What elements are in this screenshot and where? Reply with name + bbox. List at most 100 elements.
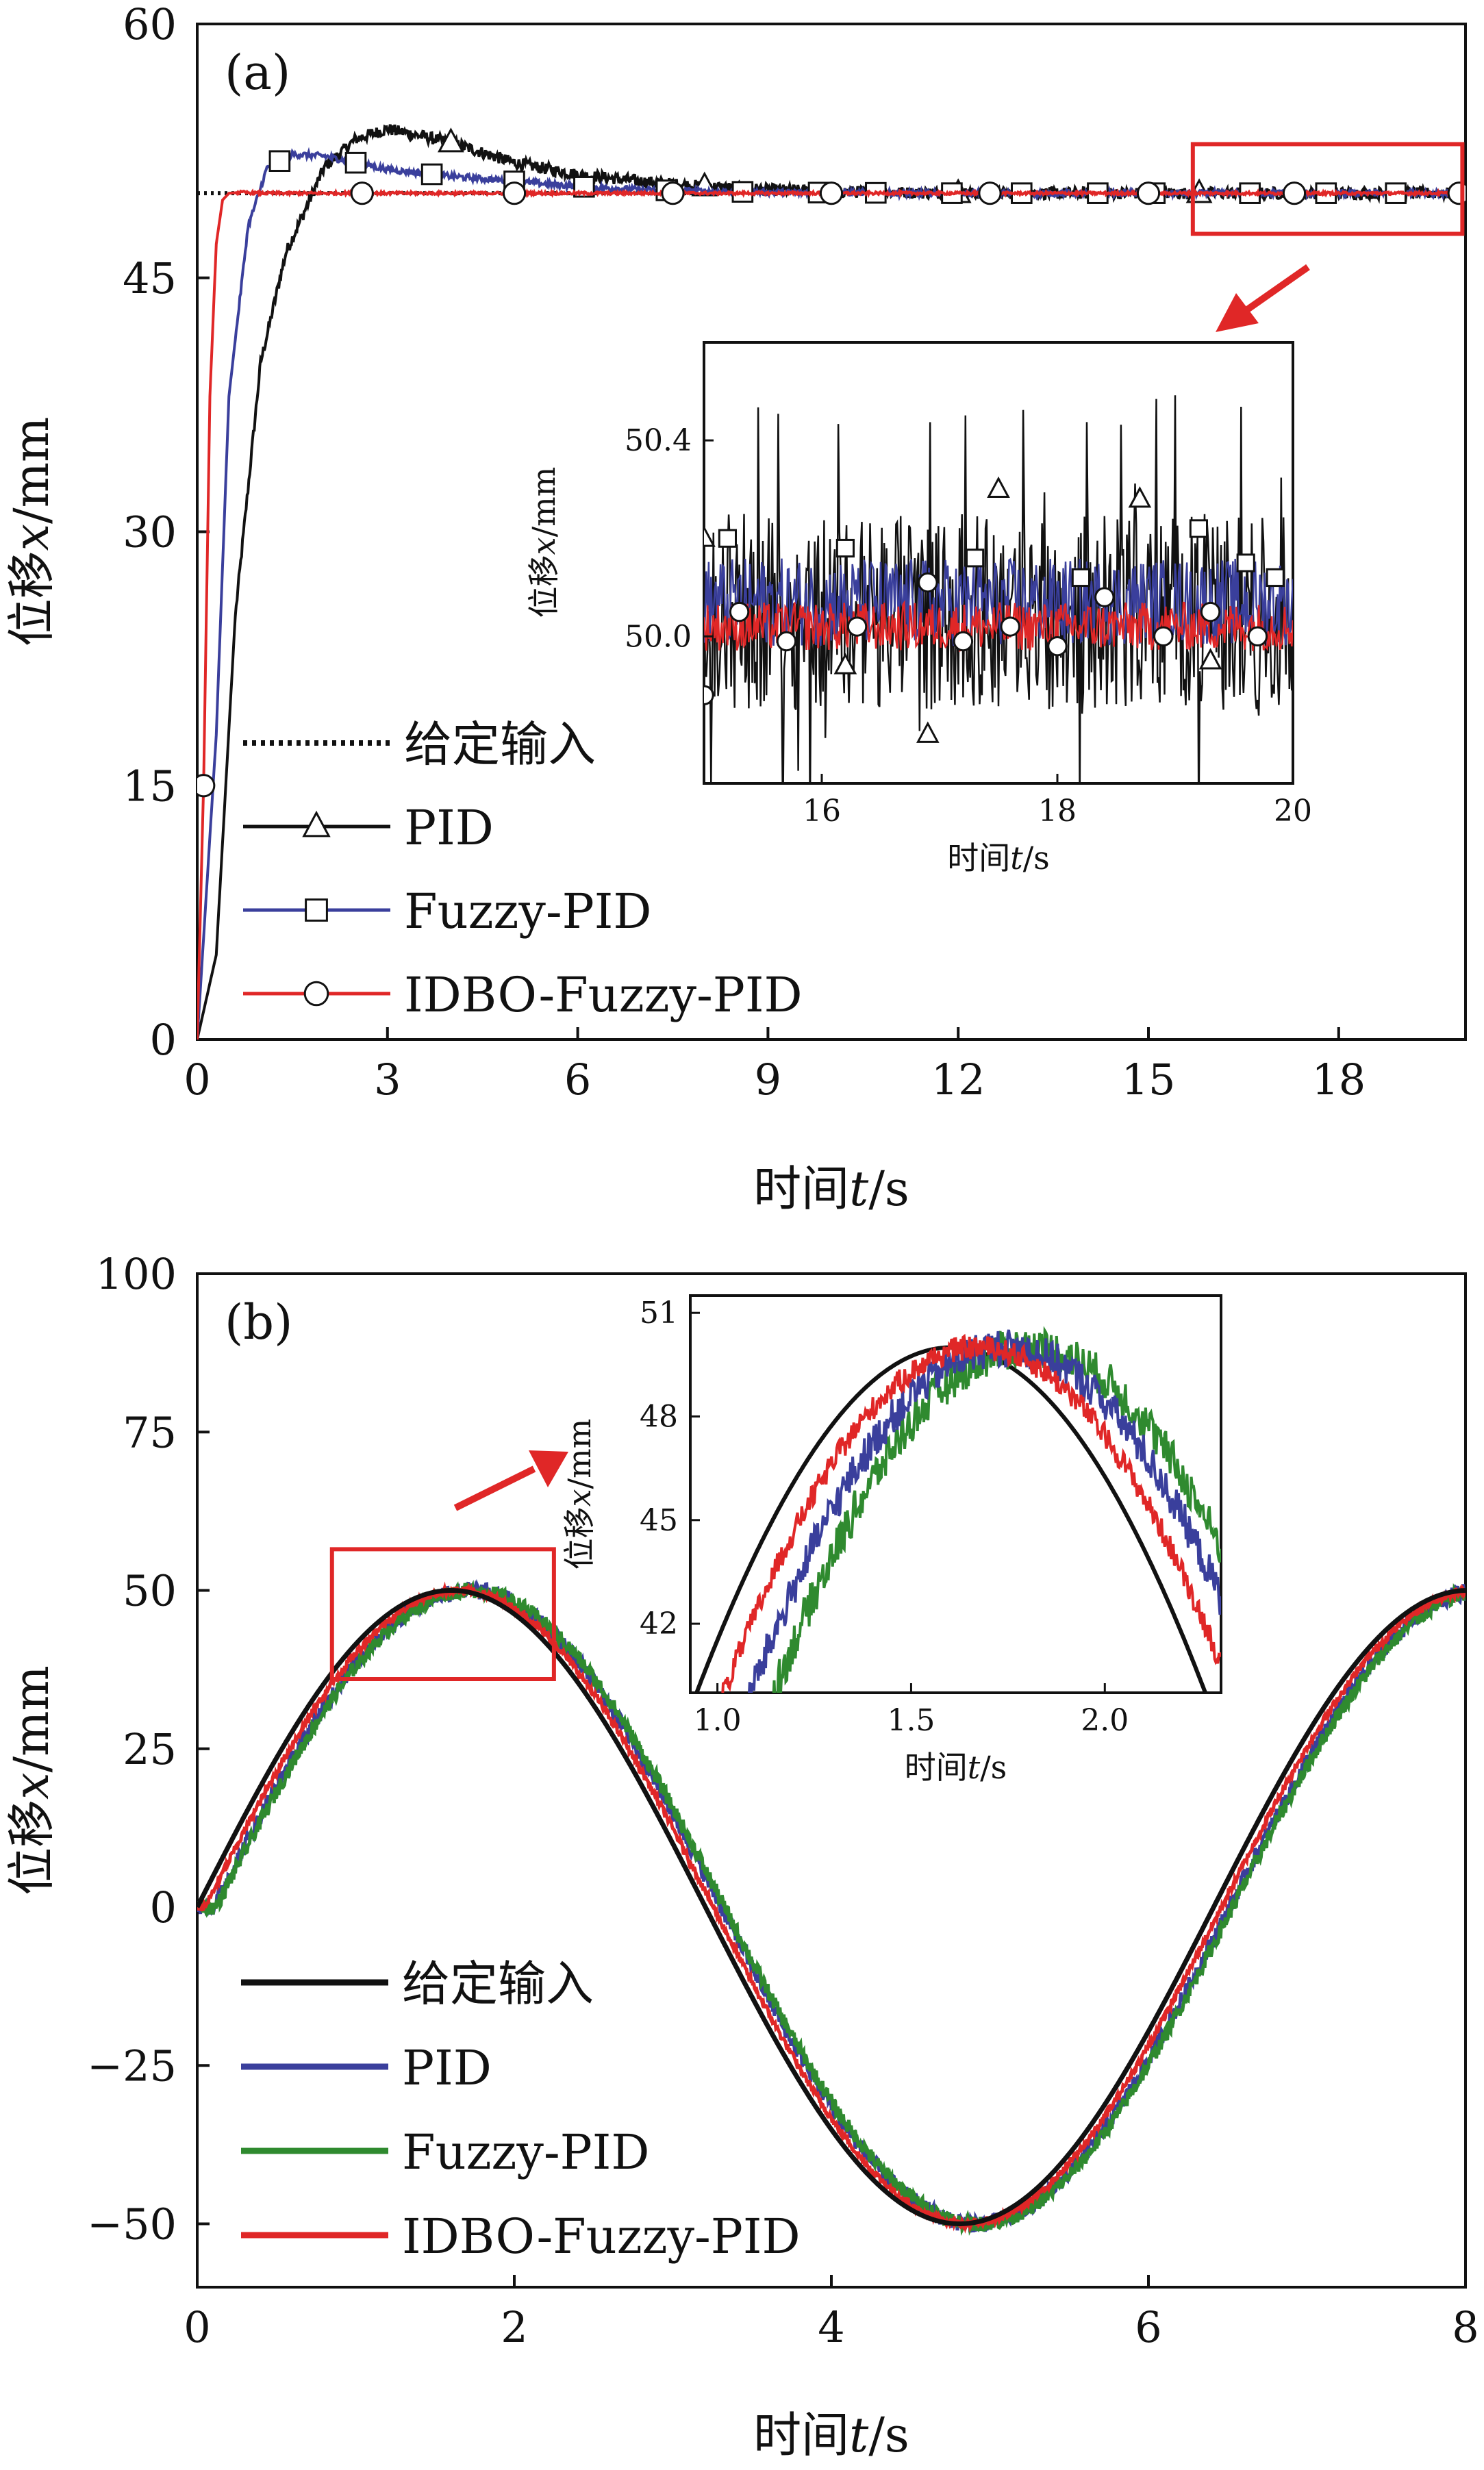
inset-x-axis-label-prefix: 时间 <box>905 1749 968 1786</box>
inset-y-axis-label-prefix: 位移 <box>525 555 562 618</box>
inset-y-tick-label: 50.0 <box>625 619 692 654</box>
series-line-3 <box>197 1581 1466 2234</box>
x-tick-label: 6 <box>1135 2302 1161 2352</box>
x-tick-label: 2 <box>501 2302 527 2352</box>
data-marker-idbo-fuzzy-pid <box>819 181 844 205</box>
inset-y-axis-label-unit: /mm <box>561 1419 598 1489</box>
x-tick-label: 0 <box>184 1055 210 1105</box>
inset-marker-idbo-fuzzy-pid <box>1153 626 1174 647</box>
inset-x-axis-label-unit: /s <box>980 1749 1007 1786</box>
panel-label: (a) <box>225 45 290 101</box>
y-tick-label: −50 <box>87 2200 177 2250</box>
legend-label-2: Fuzzy-PID <box>404 883 651 940</box>
y-axis-label: 位移x/mm <box>3 417 60 647</box>
inset-series-IDBO-Fuzzy-PID <box>721 1333 1221 1693</box>
y-tick-label: 25 <box>123 1724 177 1774</box>
inset-y-axis-label: 位移x/mm <box>525 467 562 618</box>
x-tick-label: 9 <box>755 1055 781 1105</box>
inset-marker-idbo-fuzzy-pid <box>953 631 974 652</box>
data-marker-idbo-fuzzy-pid <box>1136 181 1161 205</box>
inset-plot-area <box>704 395 1293 783</box>
inset-chart: 16 18 20 50.0 50.4 时间t/s 位移x/mm <box>525 341 1312 877</box>
y-axis-label-unit: /mm <box>3 1665 60 1772</box>
inset-marker-idbo-fuzzy-pid <box>1200 601 1221 622</box>
inset-marker-idbo-fuzzy-pid <box>1247 626 1268 647</box>
inset-marker-fuzzy-pid <box>718 529 738 548</box>
inset-x-axis-label-var: t <box>968 1749 981 1786</box>
x-tick-label: 6 <box>564 1055 591 1105</box>
x-tick-label: 0 <box>184 2302 210 2352</box>
inset-marker-fuzzy-pid <box>1189 519 1209 538</box>
inset-marker-pid <box>987 476 1010 499</box>
inset-marker-pid <box>916 721 940 743</box>
y-axis-label-var: x <box>3 524 60 551</box>
y-axis-label-prefix: 位移 <box>3 1800 60 1895</box>
x-axis-label-unit: /s <box>868 2407 909 2463</box>
legend-label-0: 给定输入 <box>402 1956 594 2012</box>
inset-marker-fuzzy-pid <box>1266 568 1285 588</box>
data-marker-pid <box>437 127 464 153</box>
inset-marker-idbo-fuzzy-pid <box>704 685 714 705</box>
x-axis-label-var: t <box>849 1161 869 1217</box>
inset-x-tick-label: 2.0 <box>1081 1703 1129 1738</box>
x-tick-label: 4 <box>818 2302 844 2352</box>
panel-label: (b) <box>225 1294 292 1350</box>
series-line-0 <box>197 1588 1466 2226</box>
inset-marker-idbo-fuzzy-pid <box>918 572 938 593</box>
inset-chart: 1.0 1.5 2.0 42 45 48 51 时间t/s 位移x/mm <box>561 1294 1222 1786</box>
legend-label-1: PID <box>404 800 494 856</box>
zoom-arrow-head <box>1216 293 1259 332</box>
inset-marker-idbo-fuzzy-pid <box>846 616 868 637</box>
inset-y-tick-label: 45 <box>640 1503 678 1538</box>
y-axis-label-prefix: 位移 <box>3 551 60 646</box>
x-axis-label-unit: /s <box>868 1161 909 1217</box>
inset-y-tick-label: 42 <box>640 1606 678 1641</box>
y-axis-label-unit: /mm <box>3 417 60 524</box>
x-axis-label-prefix: 时间 <box>753 2407 849 2463</box>
x-tick-label: 12 <box>931 1055 985 1105</box>
zoom-highlight-box <box>329 1547 556 1681</box>
legend-marker-2 <box>305 898 328 922</box>
y-tick-label: 75 <box>123 1407 177 1457</box>
inset-marker-idbo-fuzzy-pid <box>1000 616 1020 637</box>
inset-x-axis-label-var: t <box>1010 840 1023 877</box>
zoom-arrow-head <box>529 1450 568 1487</box>
legend-label-0: 给定输入 <box>404 716 596 772</box>
x-axis-label: 时间t/s <box>753 2407 909 2463</box>
data-marker-fuzzy-pid <box>268 150 291 173</box>
inset-marker-idbo-fuzzy-pid <box>729 601 750 622</box>
y-tick-label: −25 <box>87 2041 177 2091</box>
legend-label-3: IDBO-Fuzzy-PID <box>402 2208 801 2265</box>
y-tick-label: 60 <box>123 0 177 49</box>
inset-y-axis-label-prefix: 位移 <box>561 1507 598 1570</box>
inset-x-tick-label: 16 <box>803 794 841 829</box>
series-line-2 <box>197 1580 1466 2236</box>
legend-label-2: Fuzzy-PID <box>402 2124 649 2180</box>
inset-marker-idbo-fuzzy-pid <box>1094 587 1115 607</box>
plot-area <box>197 1578 1466 2236</box>
legend-marker-3 <box>303 981 329 1007</box>
inset-marker-idbo-fuzzy-pid <box>1047 635 1068 657</box>
y-tick-label: 45 <box>123 253 177 303</box>
inset-marker-pid <box>1198 648 1222 670</box>
inset-x-tick-label: 18 <box>1038 794 1077 829</box>
y-axis-label: 位移x/mm <box>3 1665 60 1895</box>
inset-x-tick-label: 1.5 <box>887 1703 935 1738</box>
inset-x-tick-label: 1.0 <box>694 1703 742 1738</box>
x-tick-label: 3 <box>374 1055 401 1105</box>
y-tick-label: 0 <box>150 1015 177 1065</box>
inset-y-axis-label-unit: /mm <box>525 467 562 538</box>
inset-y-axis-label: 位移x/mm <box>561 1419 598 1570</box>
legend-label-1: PID <box>402 2040 492 2096</box>
zoom-highlight-box <box>1190 142 1465 236</box>
inset-marker-pid <box>833 653 857 675</box>
x-axis-label: 时间t/s <box>753 1161 909 1217</box>
data-marker-fuzzy-pid <box>420 163 443 186</box>
data-marker-idbo-fuzzy-pid <box>502 181 527 205</box>
data-marker-idbo-fuzzy-pid <box>978 181 1002 205</box>
zoom-arrow-shaft <box>1237 264 1310 318</box>
inset-x-axis-label-unit: /s <box>1023 840 1050 877</box>
data-marker-fuzzy-pid <box>344 151 367 174</box>
legend-label-3: IDBO-Fuzzy-PID <box>404 967 803 1023</box>
